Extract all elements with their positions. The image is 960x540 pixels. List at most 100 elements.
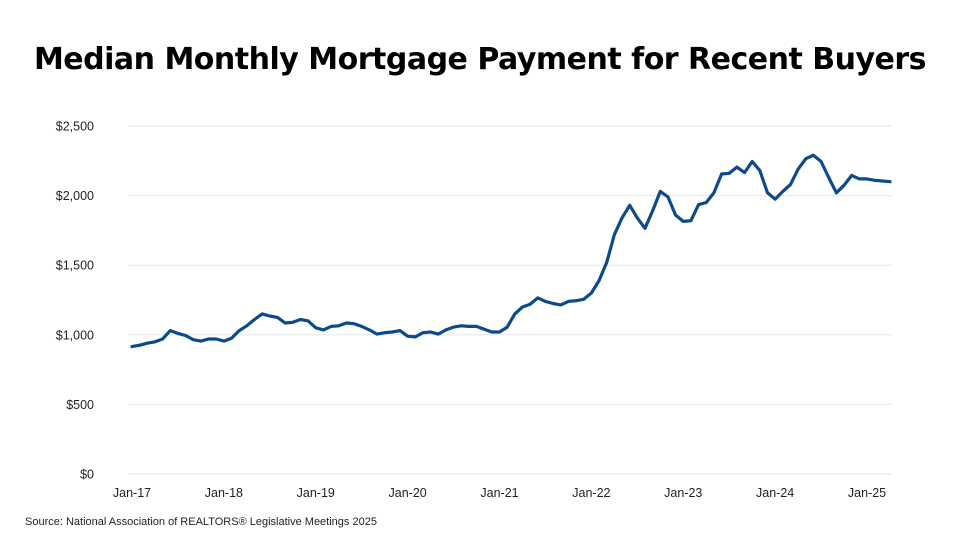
data-point [643, 226, 647, 230]
data-point [291, 320, 295, 324]
data-point [857, 177, 861, 181]
data-point [176, 332, 180, 335]
y-axis-tick-labels: $0 $500 $1,000 $1,500 $2,000 $2,500 [56, 120, 94, 482]
data-point [536, 296, 540, 300]
data-point [865, 177, 869, 181]
data-point [689, 219, 693, 223]
data-point [888, 180, 892, 184]
data-point [337, 324, 341, 328]
data-point [184, 334, 187, 337]
data-point [429, 330, 433, 334]
data-point [880, 179, 884, 183]
data-point [375, 332, 379, 336]
data-point [505, 325, 509, 329]
x-tick-label: Jan-24 [756, 486, 794, 500]
data-point [283, 321, 287, 325]
x-tick-label: Jan-22 [572, 486, 610, 500]
x-tick-label: Jan-17 [113, 486, 151, 500]
x-axis-tick-labels: Jan-17 Jan-18 Jan-19 Jan-20 Jan-21 Jan-22 Jan-… [113, 486, 886, 500]
data-point [467, 325, 471, 328]
data-point [559, 303, 563, 307]
data-point [628, 203, 632, 207]
data-point [697, 203, 700, 207]
data-point [727, 171, 731, 175]
data-point [827, 176, 831, 179]
data-point [513, 312, 517, 316]
data-point [842, 183, 846, 187]
data-point [406, 334, 410, 338]
data-point [712, 191, 716, 195]
data-point [635, 216, 639, 220]
data-point [138, 343, 142, 347]
data-point [130, 345, 134, 349]
data-point [521, 305, 524, 309]
data-point [789, 183, 792, 186]
data-point [490, 330, 494, 334]
data-point [268, 314, 272, 318]
series-line-mortgage-payment [130, 153, 892, 349]
data-point [390, 330, 394, 334]
data-point [360, 325, 364, 328]
data-point [567, 299, 570, 303]
data-point [704, 201, 708, 204]
data-point [199, 339, 203, 343]
data-point [245, 324, 249, 328]
data-point [651, 209, 655, 213]
data-point [528, 302, 532, 306]
data-point [153, 340, 157, 344]
x-tick-label: Jan-21 [480, 486, 518, 500]
data-point [322, 328, 325, 332]
data-point [191, 338, 195, 342]
y-tick-label: $2,500 [56, 120, 94, 134]
data-point [574, 299, 578, 303]
data-point [367, 328, 371, 332]
data-point [743, 171, 746, 175]
data-point [475, 325, 478, 328]
x-tick-label: Jan-18 [205, 486, 243, 500]
data-point [773, 197, 777, 201]
data-point [819, 160, 823, 163]
data-point [214, 337, 218, 341]
y-tick-label: $500 [66, 398, 94, 412]
chart-title: Median Monthly Mortgage Payment for Rece… [33, 42, 927, 77]
data-point [781, 190, 785, 193]
data-point [589, 291, 593, 295]
series-layer [130, 153, 892, 349]
data-point [444, 328, 448, 332]
data-point [413, 335, 417, 339]
y-tick-label: $0 [80, 468, 94, 482]
x-tick-label: Jan-23 [664, 486, 702, 500]
source-note: Source: National Association of REALTORS… [25, 516, 377, 528]
data-point [498, 330, 501, 334]
data-point [674, 213, 678, 217]
data-point [620, 216, 624, 220]
data-point [804, 157, 808, 161]
gridlines [128, 125, 892, 475]
data-point [161, 337, 165, 341]
data-point [314, 326, 318, 330]
data-point [436, 332, 440, 336]
data-point [544, 299, 547, 303]
data-point [681, 219, 685, 223]
data-point [850, 174, 854, 177]
data-point [835, 191, 838, 195]
data-point [796, 167, 800, 171]
data-point [452, 325, 455, 329]
y-tick-label: $1,000 [56, 328, 94, 342]
data-point [666, 195, 670, 199]
x-tick-label: Jan-25 [848, 486, 886, 500]
data-point [230, 336, 233, 340]
data-point [276, 316, 279, 319]
data-point [237, 329, 241, 333]
data-point [299, 318, 302, 321]
data-point [329, 325, 333, 328]
data-point [459, 324, 463, 328]
data-point [253, 318, 256, 321]
data-point [260, 312, 264, 316]
x-tick-label: Jan-20 [389, 486, 427, 500]
data-point [658, 190, 662, 193]
data-point [735, 165, 739, 169]
data-point [612, 233, 616, 236]
data-point [344, 321, 348, 325]
